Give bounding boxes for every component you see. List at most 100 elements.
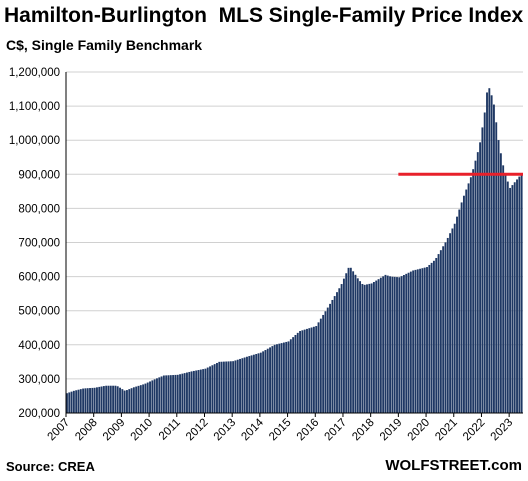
chart-title: Hamilton-Burlington MLS Single-Family Pr… (4, 4, 524, 27)
bar (176, 374, 179, 413)
bar (102, 386, 105, 413)
bar (149, 381, 151, 413)
bar (264, 350, 267, 413)
bar (456, 216, 458, 413)
bar (278, 343, 281, 413)
bar (333, 296, 336, 413)
x-tick-label: 2019 (378, 417, 405, 444)
bar (255, 354, 258, 413)
bar (329, 303, 332, 413)
bar (509, 187, 512, 413)
bar (186, 372, 188, 413)
bar (467, 183, 470, 413)
y-axis-ticks: 200,000 300,000 400,000 500,000 600,000 700,0… (9, 67, 60, 420)
bar (379, 277, 382, 413)
bar (222, 361, 225, 413)
bar (179, 374, 181, 413)
bar (317, 322, 320, 413)
bar (79, 389, 82, 413)
bar (246, 356, 248, 413)
bar (520, 174, 523, 413)
bar (89, 388, 91, 413)
chart-subtitle: C$, Single Family Benchmark (6, 37, 203, 53)
x-tick-label: 2022 (461, 417, 488, 444)
bar (372, 282, 375, 413)
bar (192, 370, 195, 413)
bar (426, 267, 428, 413)
bar (488, 88, 491, 413)
bar (181, 373, 184, 413)
y-tick-label: 300,000 (18, 374, 60, 386)
bar (451, 228, 454, 413)
bar (229, 361, 232, 413)
bar (248, 356, 251, 413)
bar (453, 223, 456, 413)
bar (151, 380, 154, 413)
bar (356, 278, 359, 413)
bar (197, 370, 200, 413)
bar (114, 385, 117, 413)
bar (269, 347, 271, 413)
bar (142, 384, 145, 413)
bar (220, 361, 223, 413)
bar (336, 292, 338, 413)
bar (412, 270, 415, 413)
x-tick-label: 2017 (323, 417, 350, 444)
bar (472, 169, 475, 413)
bar (340, 284, 343, 413)
bar (460, 202, 463, 413)
bar (227, 361, 230, 413)
bar (77, 389, 80, 413)
x-tick-label: 2007 (46, 417, 73, 444)
bar (216, 362, 218, 413)
y-tick-label: 500,000 (18, 306, 60, 318)
bar (236, 359, 239, 413)
bar (86, 388, 89, 413)
bar (308, 328, 311, 413)
bar (384, 274, 387, 413)
bar (352, 271, 355, 413)
bar (449, 233, 452, 413)
bar (513, 182, 516, 413)
bar (389, 276, 392, 413)
bar (225, 361, 228, 413)
bar (497, 140, 500, 413)
bar (218, 361, 221, 413)
bar (354, 274, 357, 413)
bar (239, 358, 241, 413)
x-tick-label: 2012 (184, 417, 211, 444)
bar (419, 268, 422, 413)
bar (292, 337, 295, 413)
bar (139, 385, 142, 413)
bar (342, 278, 345, 413)
bar (234, 360, 237, 413)
x-tick-label: 2013 (212, 417, 239, 444)
bar (315, 326, 318, 413)
bar (169, 375, 172, 413)
bar (310, 327, 313, 413)
bar (322, 314, 325, 413)
bar (93, 387, 96, 413)
bar (296, 332, 299, 413)
x-tick-label: 2021 (433, 417, 460, 444)
y-tick-label: 400,000 (18, 340, 60, 352)
bar (195, 370, 198, 413)
bar (160, 376, 163, 413)
bar (398, 277, 401, 413)
bar (347, 267, 350, 413)
bar (241, 358, 244, 413)
bar (70, 391, 73, 413)
bar (107, 385, 110, 413)
bar (243, 357, 246, 413)
bar (156, 378, 158, 413)
bar (391, 276, 394, 413)
bar (112, 385, 115, 413)
bar (349, 267, 352, 413)
bar-series (66, 88, 523, 414)
bar (444, 242, 447, 413)
bar (518, 176, 521, 413)
bar (458, 209, 461, 413)
bar (276, 344, 278, 413)
bar (121, 389, 124, 413)
bar (146, 382, 149, 413)
